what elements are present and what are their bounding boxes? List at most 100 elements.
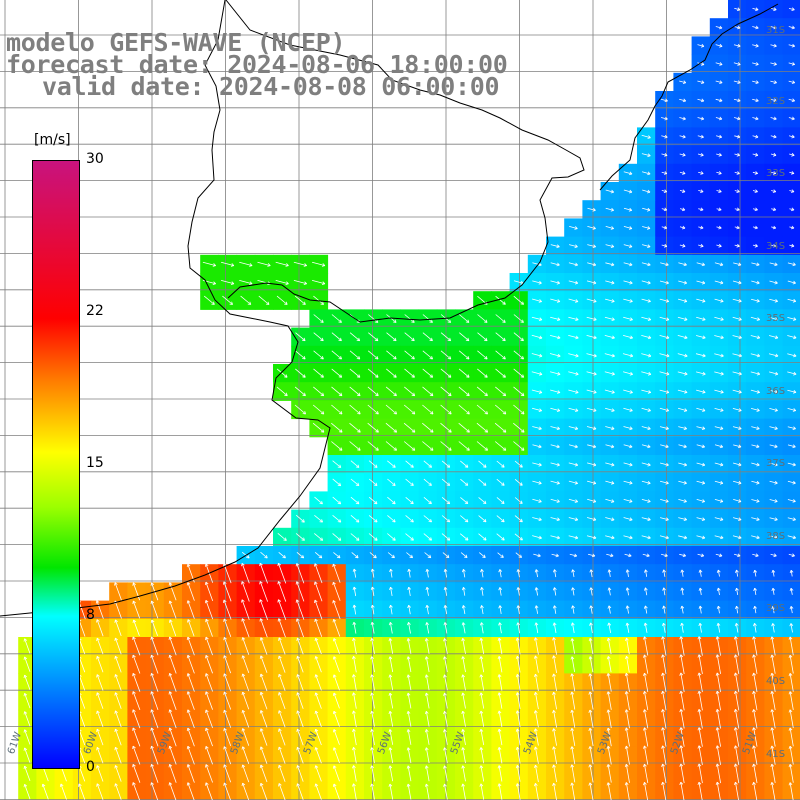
wind-arrow-head	[223, 581, 227, 584]
wind-arrow-head	[588, 638, 591, 642]
wind-arrow-head	[447, 554, 450, 558]
wind-arrow-head	[719, 553, 723, 557]
wind-arrow-head	[629, 464, 633, 467]
wind-arrow-head	[737, 152, 740, 156]
wind-arrow	[513, 314, 524, 323]
wind-arrow	[496, 515, 505, 523]
wind-arrow-head	[683, 98, 687, 102]
wind-arrow-head	[663, 191, 667, 193]
wind-arrow	[499, 569, 502, 578]
wind-arrow-head	[375, 394, 379, 397]
wind-arrow-head	[612, 353, 615, 357]
wind-arrow-head	[575, 426, 579, 430]
wind-arrow-head	[644, 622, 648, 626]
wind-arrow	[568, 262, 578, 266]
wind-arrow	[187, 636, 195, 656]
wind-arrow-head	[557, 444, 560, 448]
wind-arrow-head	[557, 390, 561, 393]
wind-arrow	[698, 244, 704, 247]
wind-arrow-head	[461, 638, 464, 642]
wind-arrow-head	[443, 622, 446, 626]
wind-arrow-head	[522, 410, 525, 415]
wind-arrow-head	[484, 537, 487, 541]
wind-arrow-head	[607, 587, 610, 591]
wind-arrow	[532, 480, 542, 484]
wind-arrow	[659, 353, 670, 357]
wind-arrow-head	[775, 517, 778, 520]
wind-arrow-head	[665, 319, 670, 321]
wind-arrow-head	[771, 569, 774, 574]
wind-arrow	[550, 480, 560, 484]
wind-arrow	[331, 350, 342, 360]
wind-arrow-head	[186, 600, 189, 604]
wind-arrow	[477, 368, 488, 378]
wind-arrow	[259, 599, 268, 620]
wind-arrow-head	[648, 517, 651, 521]
wind-arrow-head	[538, 355, 543, 358]
wind-arrow-head	[461, 622, 464, 626]
wind-arrow	[315, 638, 322, 655]
lat-label-40s: 40S	[766, 676, 786, 687]
wind-arrow	[568, 371, 579, 375]
wind-arrow-head	[571, 569, 573, 573]
wind-arrow	[568, 389, 579, 393]
wind-arrow-head	[133, 619, 137, 623]
wind-arrow-head	[575, 499, 578, 502]
wind-arrow-head	[611, 374, 615, 376]
wind-arrow-head	[608, 637, 611, 641]
wind-arrow	[645, 605, 648, 614]
wind-arrow	[641, 316, 651, 321]
wind-arrow-head	[132, 782, 134, 786]
wind-arrow-head	[718, 189, 722, 192]
wind-arrow-head	[790, 606, 794, 609]
wind-arrow	[678, 499, 687, 502]
wind-arrow	[608, 569, 611, 577]
wind-arrow-head	[411, 394, 415, 397]
wind-arrow-head	[259, 637, 262, 641]
wind-arrow-head	[205, 673, 207, 677]
wind-arrow-head	[302, 358, 306, 360]
wind-arrow	[314, 563, 323, 584]
wind-arrow-head	[629, 337, 633, 340]
wind-arrow	[444, 587, 448, 596]
wind-arrow-head	[314, 563, 318, 566]
wind-arrow	[241, 599, 250, 620]
wind-arrow-head	[683, 483, 687, 485]
wind-arrow-head	[322, 392, 325, 396]
wind-arrow-head	[774, 25, 777, 29]
wind-arrow-head	[593, 317, 597, 321]
wind-arrow	[314, 514, 323, 523]
wind-arrow-head	[700, 243, 704, 247]
wind-arrow-head	[737, 555, 741, 558]
wind-arrow	[788, 135, 795, 138]
wind-arrow-head	[793, 535, 796, 539]
wind-arrow	[732, 280, 742, 284]
wind-arrow-head	[389, 586, 391, 591]
wind-arrow	[641, 353, 652, 357]
wind-arrow-head	[683, 537, 687, 540]
wind-arrow-head	[114, 619, 116, 623]
wind-arrow-head	[486, 410, 488, 415]
wind-arrow-head	[629, 444, 633, 448]
wind-arrow-head	[773, 82, 777, 84]
wind-arrow-head	[498, 605, 501, 609]
wind-arrow	[296, 551, 304, 559]
wind-arrow-head	[702, 319, 706, 321]
wind-arrow-head	[719, 25, 723, 29]
wind-arrow	[735, 623, 739, 633]
wind-arrow-head	[332, 619, 334, 623]
wind-arrow-head	[428, 484, 432, 486]
wind-arrow-head	[755, 134, 759, 138]
wind-arrow	[696, 444, 705, 448]
wind-arrow	[257, 261, 271, 266]
wind-arrow	[426, 622, 430, 634]
wind-arrow	[590, 622, 593, 633]
wind-arrow-head	[718, 207, 722, 211]
wind-arrow-head	[721, 371, 724, 375]
wind-arrow	[459, 314, 470, 323]
wind-arrow-head	[647, 444, 651, 448]
wind-arrow-head	[683, 446, 687, 449]
wind-arrow-head	[738, 319, 742, 321]
wind-arrow-head	[718, 555, 723, 558]
wind-arrow-head	[774, 80, 777, 83]
